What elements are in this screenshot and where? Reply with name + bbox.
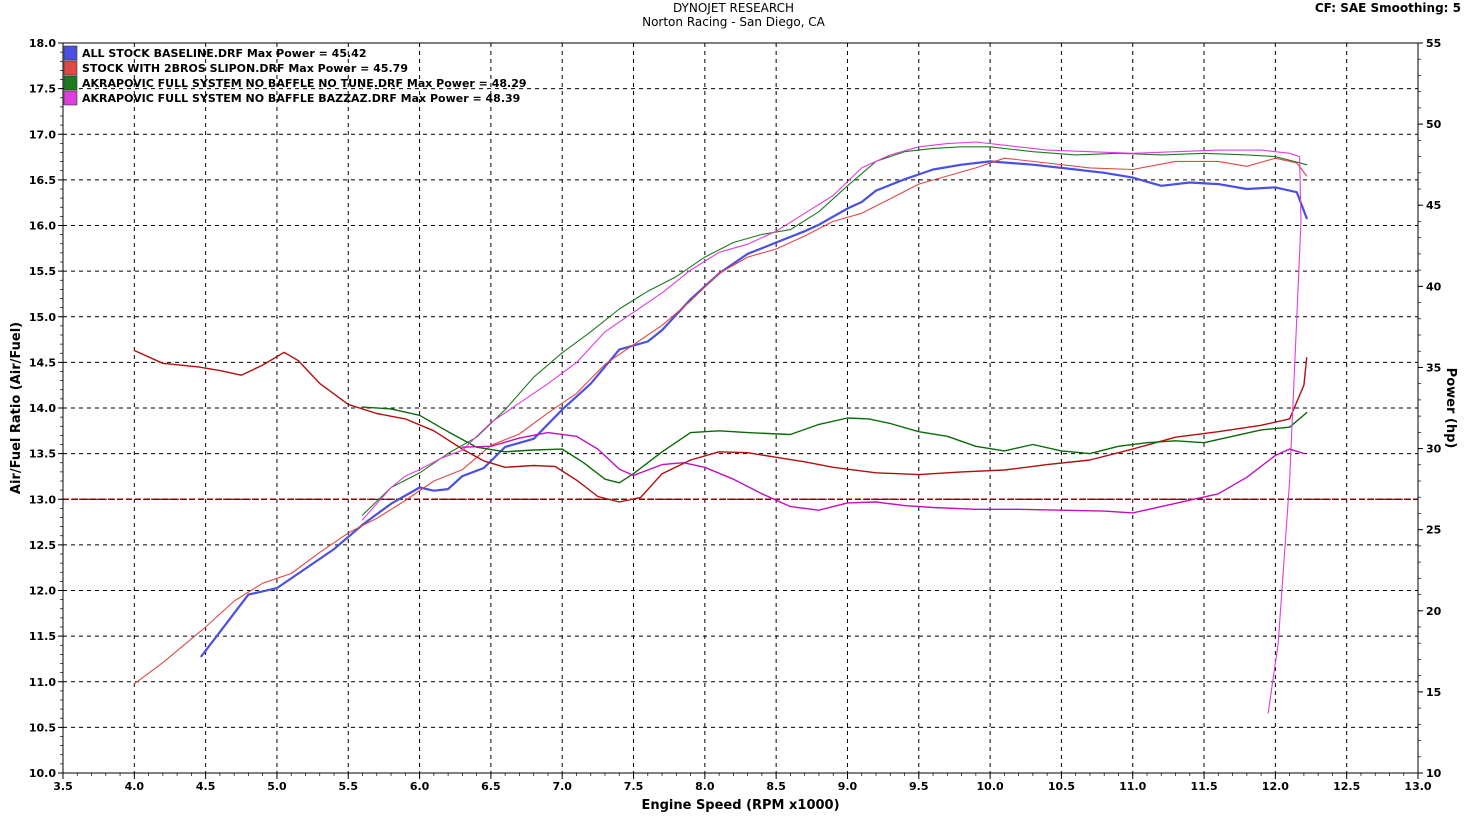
chart-header-location: Norton Racing - San Diego, CA	[642, 15, 825, 29]
y-left-tick-label: 15.5	[29, 265, 56, 278]
legend-label-4: AKRAPOVIC FULL SYSTEM NO BAFFLE BAZZAZ.D…	[82, 92, 520, 105]
y-right-tick-label: 35	[1426, 361, 1441, 374]
legend-label-1: ALL STOCK BASELINE.DRF Max Power = 45.42	[82, 47, 366, 60]
y-left-tick-label: 10.0	[29, 767, 56, 780]
y-left-tick-label: 11.5	[29, 630, 56, 643]
y-right-tick-label: 50	[1426, 118, 1442, 131]
x-tick-label: 6.5	[481, 780, 501, 793]
x-tick-label: 4.5	[196, 780, 216, 793]
x-tick-label: 12.5	[1333, 780, 1360, 793]
y-right-tick-label: 55	[1426, 37, 1441, 50]
legend-swatch-1	[63, 45, 78, 61]
power-curve-series-2	[133, 157, 1308, 685]
y-left-tick-label: 13.0	[29, 493, 56, 506]
y-axis-label-left: Air/Fuel Ratio (Air/Fuel)	[9, 322, 24, 494]
power-curve-series-4	[361, 141, 1302, 714]
legend-swatch-3	[63, 75, 78, 91]
power-curve-series-1	[200, 160, 1308, 658]
x-tick-label: 3.5	[53, 780, 73, 793]
x-tick-label: 10.5	[1048, 780, 1075, 793]
afr-curve-series-3	[361, 406, 1308, 484]
chart-series	[63, 141, 1418, 714]
x-tick-label: 13.0	[1404, 780, 1431, 793]
y-left-tick-label: 16.0	[29, 220, 56, 233]
x-tick-label: 9.5	[909, 780, 929, 793]
x-tick-label: 7.5	[624, 780, 644, 793]
y-right-tick-label: 40	[1426, 280, 1442, 293]
y-left-tick-label: 17.0	[29, 128, 56, 141]
y-left-tick-label: 11.0	[29, 676, 56, 689]
y-left-tick-label: 18.0	[29, 37, 56, 50]
x-tick-label: 4.0	[125, 780, 145, 793]
legend-label-2: STOCK WITH 2BROS SLIPON.DRF Max Power = …	[82, 62, 408, 75]
x-tick-label: 5.0	[267, 780, 287, 793]
chart-ticks: 3.5 4.0 4.5 5.0 5.5 6.0 6.5 7.0 7.5 8.0 8.5 9.0 9.5 1…	[29, 37, 1442, 793]
chart-grid	[63, 43, 1418, 773]
y-left-tick-label: 12.5	[29, 539, 56, 552]
y-left-tick-label: 14.5	[29, 356, 56, 369]
x-tick-label: 11.0	[1119, 780, 1146, 793]
y-right-tick-label: 15	[1426, 686, 1441, 699]
x-tick-label: 11.5	[1190, 780, 1217, 793]
x-tick-label: 7.0	[552, 780, 572, 793]
afr-curve-series-2	[133, 349, 1308, 503]
y-left-tick-label: 14.0	[29, 402, 56, 415]
chart-legend: ALL STOCK BASELINE.DRF Max Power = 45.42…	[63, 45, 527, 106]
power-curve-series-3	[361, 146, 1308, 516]
y-left-tick-label: 17.5	[29, 83, 56, 96]
y-right-tick-label: 25	[1426, 524, 1441, 537]
x-axis-label: Engine Speed (RPM x1000)	[641, 798, 839, 813]
y-left-tick-label: 16.5	[29, 174, 56, 187]
x-tick-label: 10.0	[977, 780, 1004, 793]
y-left-tick-label: 12.0	[29, 585, 56, 598]
x-tick-label: 5.5	[339, 780, 359, 793]
y-left-tick-label: 15.0	[29, 311, 56, 324]
x-tick-label: 8.5	[766, 780, 786, 793]
y-right-tick-label: 10	[1426, 767, 1442, 780]
chart-header-company: DYNOJET RESEARCH	[672, 1, 795, 15]
y-right-tick-label: 30	[1426, 443, 1442, 456]
y-axis-label-right: Power (hp)	[1443, 368, 1458, 449]
chart-header-settings: CF: SAE Smoothing: 5	[1314, 1, 1461, 15]
legend-label-3: AKRAPOVIC FULL SYSTEM NO BAFFLE NO TUNE.…	[82, 77, 527, 90]
y-left-tick-label: 13.5	[29, 448, 56, 461]
y-left-tick-label: 10.5	[29, 721, 56, 734]
x-tick-label: 8.0	[695, 780, 715, 793]
plot-frame	[62, 42, 1419, 774]
afr-curve-series-4	[461, 431, 1305, 514]
x-tick-label: 12.0	[1262, 780, 1289, 793]
y-right-tick-label: 45	[1426, 199, 1441, 212]
legend-swatch-4	[63, 90, 78, 106]
x-tick-label: 9.0	[838, 780, 858, 793]
x-tick-label: 6.0	[410, 780, 430, 793]
legend-swatch-2	[63, 60, 78, 76]
y-right-tick-label: 20	[1426, 605, 1442, 618]
